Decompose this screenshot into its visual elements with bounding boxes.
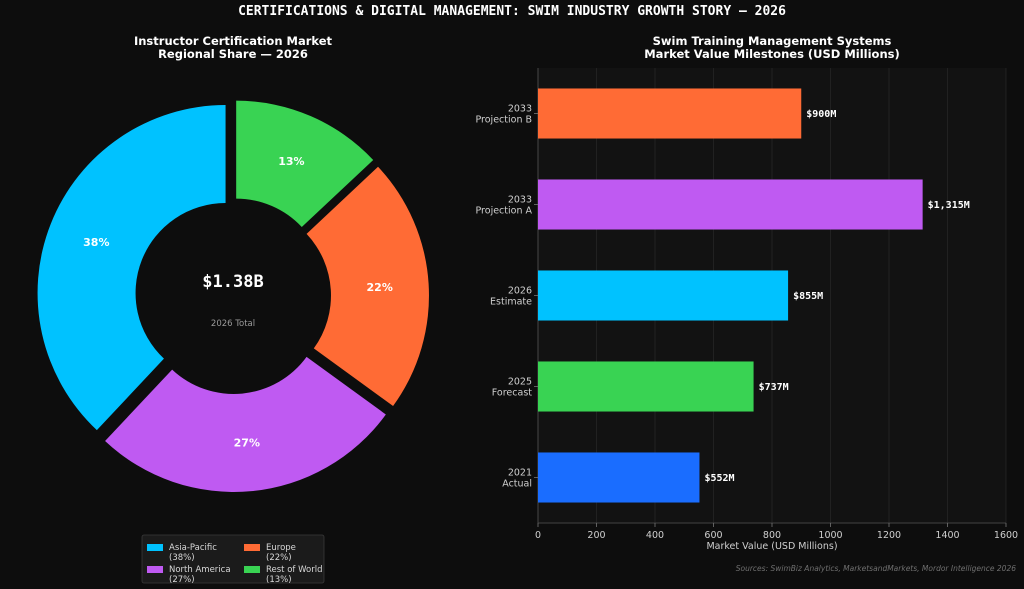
figure-title: CERTIFICATIONS & DIGITAL MANAGEMENT: SWI… [238,4,786,19]
bar-category-line-1: 2021 [508,468,532,479]
legend-percent: (13%) [266,575,292,585]
legend-item-asia-pacific: Asia-Pacific(38%) [147,543,217,563]
bar [538,179,923,230]
bar [538,361,754,412]
x-tick-label: 1400 [935,530,959,541]
bar-category-line-2: Forecast [492,388,532,399]
legend-percent: (22%) [266,553,292,563]
donut-panel: Instructor Certification Market Regional… [37,34,429,585]
x-tick-labels: 0 200 400 600 800 1000 1200 1400 1600 [535,523,1018,541]
legend-item-rest-of-world: Rest of World(13%) [244,565,322,585]
legend-swatch [244,566,260,573]
bar [538,88,802,139]
donut-center-label: 2026 Total [211,319,255,329]
x-tick-label: 800 [763,530,781,541]
bar-category-line-1: 2033 [508,195,532,206]
legend-swatch [147,544,163,551]
bar-category-line-2: Projection A [476,206,533,217]
x-tick-label: 200 [587,530,605,541]
bar-panel: Swim Training Management Systems Market … [475,34,1018,552]
donut-slices [37,100,429,492]
donut-title-line-1: Instructor Certification Market [134,34,333,48]
donut-slice-north-america [105,356,386,492]
legend-name: Rest of World [266,565,322,575]
bar-value-label: $552M [704,473,734,484]
bar-title-line-1: Swim Training Management Systems [653,34,892,48]
donut-label-europe: 22% [367,281,393,294]
x-tick-label: 400 [646,530,664,541]
bar-value-label: $737M [759,382,789,393]
legend-name: Asia-Pacific [169,543,217,553]
bar-category-line-1: 2025 [508,377,532,388]
bar [538,452,700,503]
donut-slice-asia-pacific [37,105,226,431]
legend-item-europe: Europe(22%) [244,543,296,563]
x-tick-label: 0 [535,530,541,541]
legend-item-north-america: North America(27%) [147,565,231,585]
x-axis-title: Market Value (USD Millions) [706,541,837,552]
donut-slice-labels: 38% 27% 22% 13% [83,155,393,449]
donut-slice-rest-of-world [236,100,374,228]
bar-category-line-2: Actual [502,479,532,490]
legend-frame [141,534,325,584]
x-tick-label: 600 [704,530,722,541]
donut-title-line-2: Regional Share — 2026 [158,47,308,61]
bar-value-label: $855M [793,291,823,302]
donut-label-rest-of-world: 13% [278,155,304,168]
legend-swatch [244,544,260,551]
x-tick-label: 1200 [877,530,901,541]
legend-name: Europe [266,543,296,553]
donut-label-asia-pacific: 38% [83,236,109,249]
x-tick-label: 1000 [818,530,842,541]
x-tick-label: 1600 [994,530,1018,541]
legend-name: North America [169,565,231,575]
legend-swatch [147,566,163,573]
bar-category-line-2: Projection B [475,115,532,126]
donut-legend: Asia-Pacific(38%)North America(27%)Europ… [141,534,325,585]
bar-category-line-1: 2026 [508,286,532,297]
bar-value-label: $1,315M [928,200,970,211]
bar-value-label: $900M [806,109,836,120]
bar-title-line-2: Market Value Milestones (USD Millions) [644,47,900,61]
bar [538,270,789,321]
bar-category-line-2: Estimate [490,297,532,308]
donut-label-north-america: 27% [234,436,260,449]
donut-center-value: $1.38B [202,272,263,292]
legend-percent: (27%) [169,575,195,585]
bar-category-line-1: 2033 [508,104,532,115]
source-note: Sources: SwimBiz Analytics, MarketsandMa… [736,564,1016,573]
donut-slice-europe [306,166,429,407]
legend-percent: (38%) [169,553,195,563]
